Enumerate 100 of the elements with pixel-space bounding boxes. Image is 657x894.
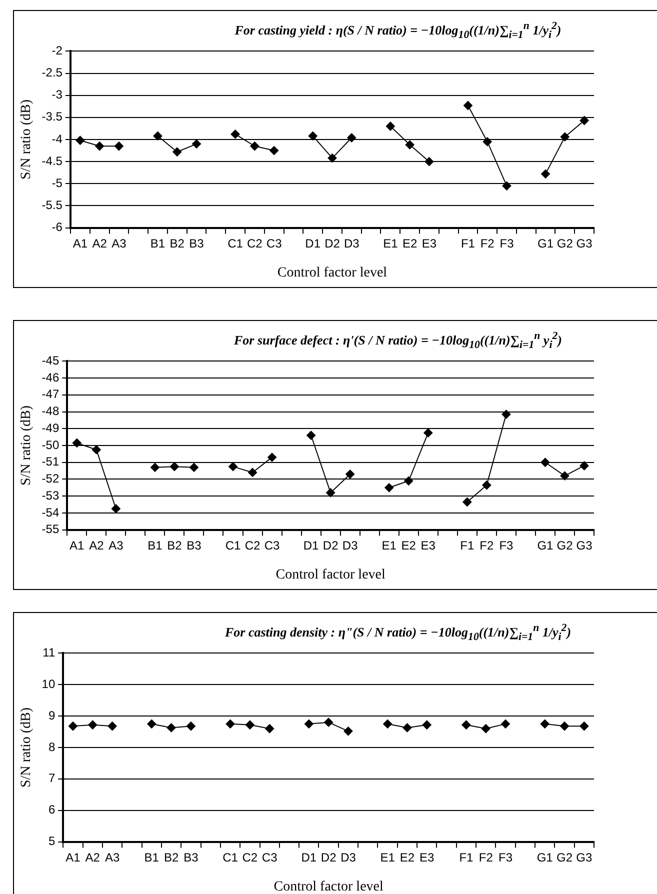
y-tick-label: -3.5 [42,110,63,124]
y-tick-label: -2.5 [42,66,63,80]
x-tick-label: D2 [322,538,339,552]
y-axis-title: S/N ratio (dB) [19,99,34,180]
point [192,139,202,148]
point [326,488,336,498]
point [482,137,492,146]
x-tick-label: G2 [556,538,574,552]
x-tick-label: D1 [303,538,320,552]
x-tick-label: D2 [324,236,340,250]
x-tick-label: G3 [576,850,592,864]
x-tick-label: A2 [92,236,108,250]
x-tick-label: B3 [186,538,202,552]
x-tick-label: B1 [148,538,163,552]
y-tick-label: -5 [52,176,63,190]
chart-title: For casting yield : η(S / N ratio) = −10log$_{10}$((1/n)∑$_{i=1}$$^{n}$ 1/y$_{i}$$^{2}$) [234,20,562,41]
x-tick-label: B1 [144,850,160,864]
y-axis-title: S/N ratio (dB) [19,405,34,486]
point [172,147,182,156]
x-tick-label: D2 [320,850,337,864]
y-tick-label: -45 [42,354,60,368]
x-tick-label: F3 [499,538,514,552]
x-tick-label: F2 [478,850,494,864]
y-tick-label: -54 [42,505,60,520]
x-tick-label: F1 [459,850,474,864]
point [580,116,589,126]
point [463,101,472,110]
x-tick-label: G1 [536,850,554,864]
point [386,122,395,131]
point [424,428,433,438]
point [170,462,179,472]
y-tick-label: -55 [42,522,60,536]
x-tick-label: F3 [498,850,513,864]
point [230,130,240,139]
x-tick-label: A1 [72,236,88,250]
x-tick-label: A3 [104,850,120,864]
x-tick-label: A2 [85,850,100,864]
point [424,157,434,166]
point [268,452,277,462]
x-tick-label: A3 [108,538,124,552]
chart-title: For casting density : η"(S / N ratio) = −10log$_{10}$((1/n)∑$_{i=1}$$^{n}$ 1/y$_{i}$$^{2}$) [224,622,572,643]
point [72,438,82,448]
y-tick-label: 8 [48,740,56,754]
x-axis-title: Control factor level [277,265,388,280]
y-tick-label: -4.5 [42,154,63,168]
y-tick-label: -46 [42,370,60,384]
y-tick-label: -5.5 [42,198,63,212]
x-tick-label: E3 [420,850,435,864]
x-tick-label: E1 [380,850,396,864]
x-tick-label: D3 [340,850,356,864]
point [92,445,101,454]
x-tick-label: B3 [189,236,204,250]
y-tick-label: -6 [52,220,63,234]
x-tick-label: E1 [383,236,398,250]
point [250,142,260,151]
x-tick-label: A1 [66,850,81,864]
point [502,181,512,190]
point [502,410,511,419]
x-tick-label: B2 [164,850,179,864]
x-tick-label: G1 [538,236,554,250]
point [482,480,492,490]
point [328,154,337,163]
x-tick-label: G3 [576,236,593,250]
x-axis-title: Control factor level [274,879,384,894]
x-axis-title: Control factor level [276,567,386,582]
y-tick-label: 6 [48,802,56,817]
x-tick-label: C2 [244,538,261,552]
y-tick-label: 9 [48,708,56,722]
x-tick-label: D3 [344,236,360,250]
point [189,462,198,472]
x-tick-label: E2 [400,850,415,864]
y-tick-label: 11 [42,646,56,660]
x-tick-label: G1 [537,538,554,552]
x-tick-label: D1 [301,850,317,864]
point [150,462,160,472]
point [306,430,316,440]
x-tick-label: C1 [225,538,241,552]
y-tick-label: -50 [42,438,60,452]
y-tick-label: 7 [48,771,56,786]
x-tick-label: C3 [262,850,278,864]
point [580,461,589,470]
x-tick-label: C1 [222,850,238,864]
point [405,140,414,150]
y-axis-title: S/N ratio (dB) [19,707,34,788]
y-tick-label: -53 [42,488,60,502]
point [462,497,472,506]
point [270,146,279,156]
y-tick-label: -48 [42,404,60,418]
point [114,142,124,151]
point [347,133,356,142]
point [540,458,550,467]
point [111,504,120,514]
x-tick-label: G2 [556,850,573,864]
x-tick-label: B1 [150,236,166,250]
x-tick-label: G2 [556,236,574,250]
x-tick-label: F2 [480,236,495,250]
x-tick-label: C3 [266,236,282,250]
y-tick-label: -47 [42,387,60,402]
x-tick-label: C2 [242,850,258,864]
point [560,471,570,480]
